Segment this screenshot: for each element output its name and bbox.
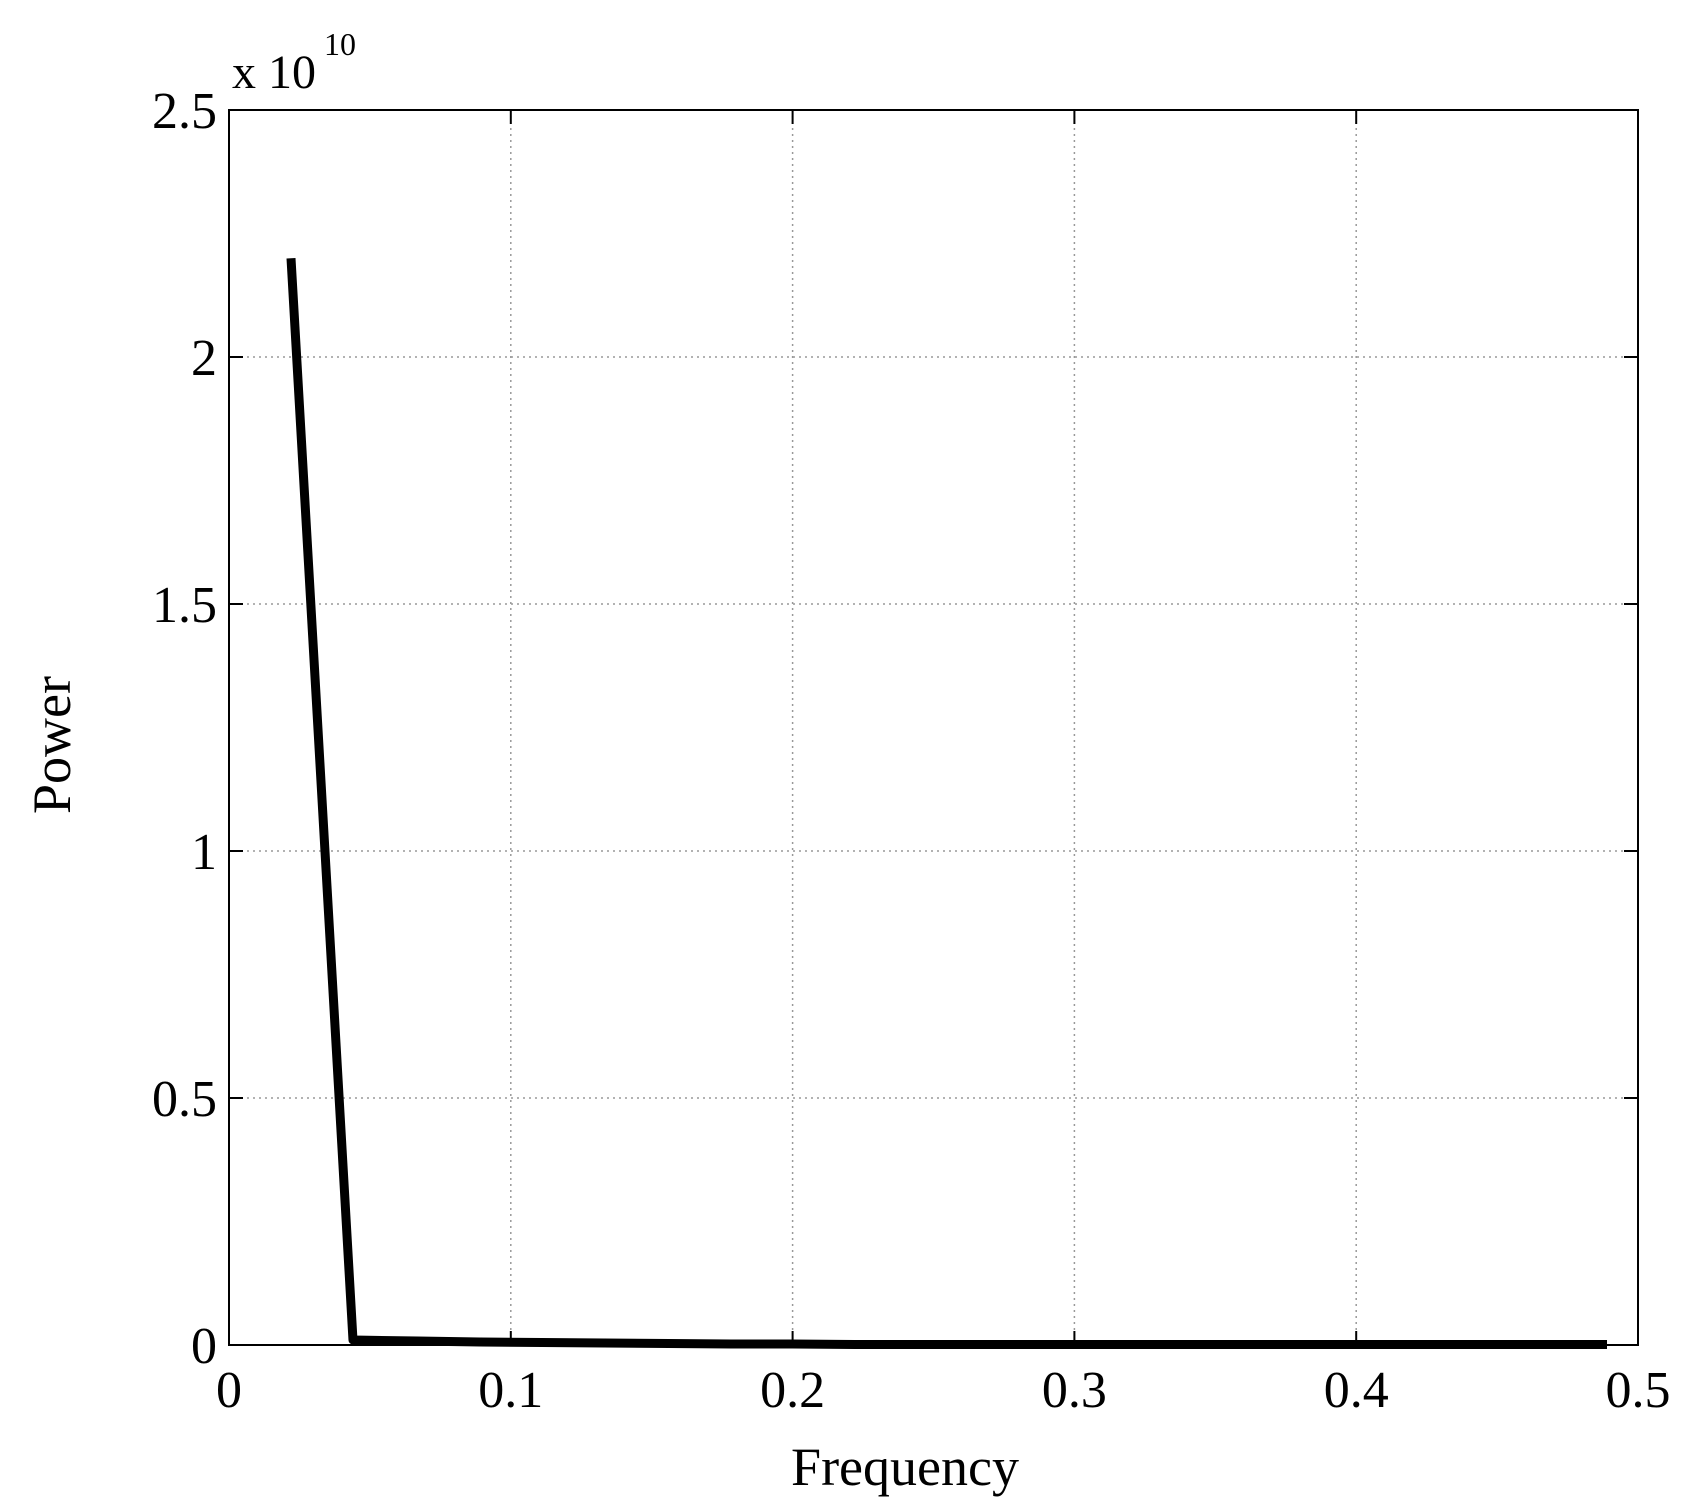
plot-frame <box>228 109 1639 1346</box>
y-tick-label: 2.5 <box>152 83 217 140</box>
x-tick-label: 0.1 <box>478 1362 543 1419</box>
y-tick-label: 1 <box>191 824 217 881</box>
x-axis-label: Frequency <box>791 1437 1019 1497</box>
x-tick-label: 0.4 <box>1324 1362 1389 1419</box>
y-tick-label: 0 <box>191 1318 217 1375</box>
data-line <box>286 257 1607 1350</box>
y-tick-label: 2 <box>191 330 217 387</box>
y-axis-label: Power <box>22 676 82 814</box>
x-tick-label: 0 <box>216 1362 242 1419</box>
x-tick-label: 0.3 <box>1042 1362 1107 1419</box>
x-tick-label: 0.2 <box>760 1362 825 1419</box>
y-multiplier: x 10 <box>232 46 316 99</box>
x-tick-label: 0.5 <box>1606 1362 1671 1419</box>
y-multiplier-exponent: 10 <box>324 26 356 62</box>
y-tick-label: 1.5 <box>152 577 217 634</box>
y-tick-label: 0.5 <box>152 1071 217 1128</box>
